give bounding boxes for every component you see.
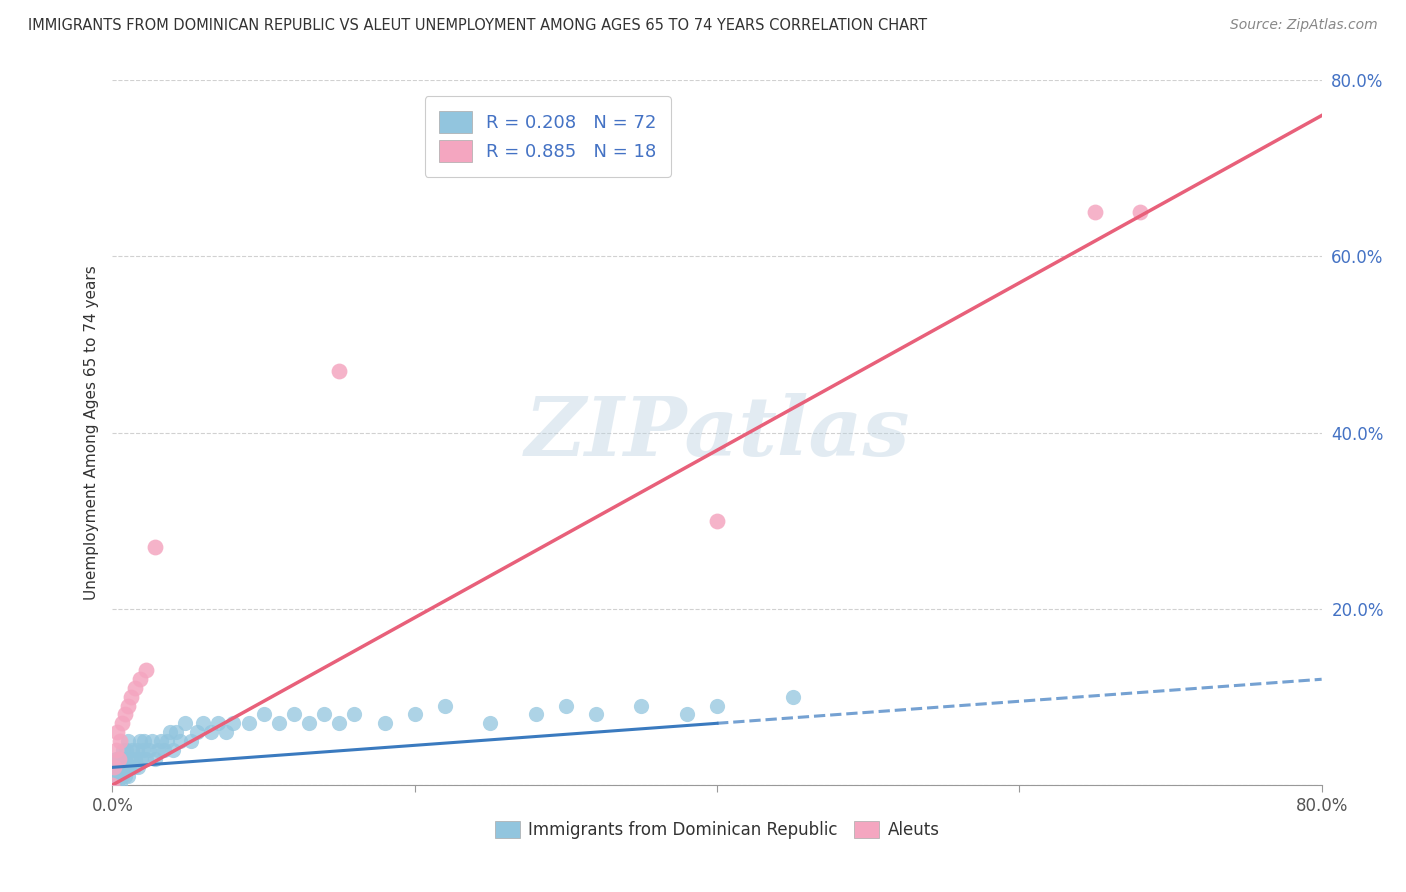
Text: ZIPatlas: ZIPatlas bbox=[524, 392, 910, 473]
Point bbox=[129, 751, 152, 765]
Point bbox=[165, 725, 187, 739]
Point bbox=[222, 716, 245, 731]
Point bbox=[107, 751, 129, 765]
Point bbox=[149, 734, 172, 748]
Point bbox=[143, 751, 166, 765]
Point bbox=[404, 707, 426, 722]
Point bbox=[156, 734, 179, 748]
Point bbox=[114, 751, 136, 765]
Point bbox=[135, 751, 157, 765]
Point bbox=[146, 742, 169, 756]
Point bbox=[328, 364, 350, 378]
Point bbox=[101, 769, 124, 783]
Point bbox=[135, 664, 157, 678]
Point bbox=[105, 725, 128, 739]
Point bbox=[524, 707, 547, 722]
Point bbox=[117, 698, 139, 713]
Point bbox=[104, 751, 127, 765]
Point bbox=[124, 681, 146, 695]
Point bbox=[267, 716, 290, 731]
Point bbox=[159, 725, 181, 739]
Point bbox=[115, 760, 138, 774]
Point bbox=[298, 716, 321, 731]
Point bbox=[706, 514, 728, 528]
Point bbox=[314, 707, 336, 722]
Point bbox=[132, 742, 155, 756]
Point bbox=[108, 734, 131, 748]
Point bbox=[114, 769, 136, 783]
Legend: Immigrants from Dominican Republic, Aleuts: Immigrants from Dominican Republic, Aleu… bbox=[486, 813, 948, 847]
Point bbox=[343, 707, 366, 722]
Point bbox=[103, 760, 125, 774]
Point bbox=[238, 716, 260, 731]
Point bbox=[112, 760, 135, 774]
Point bbox=[479, 716, 502, 731]
Point bbox=[108, 760, 131, 774]
Point bbox=[121, 742, 143, 756]
Point bbox=[328, 716, 350, 731]
Point bbox=[112, 742, 135, 756]
Point bbox=[1129, 205, 1152, 219]
Point bbox=[191, 716, 214, 731]
Point bbox=[1084, 205, 1107, 219]
Point bbox=[675, 707, 697, 722]
Point bbox=[141, 734, 163, 748]
Point bbox=[200, 725, 222, 739]
Point bbox=[138, 742, 160, 756]
Point bbox=[706, 698, 728, 713]
Point bbox=[134, 734, 156, 748]
Point bbox=[105, 760, 128, 774]
Point bbox=[585, 707, 607, 722]
Point bbox=[117, 734, 139, 748]
Point bbox=[180, 734, 202, 748]
Point bbox=[630, 698, 652, 713]
Point bbox=[108, 778, 131, 792]
Point bbox=[120, 751, 142, 765]
Point bbox=[105, 778, 128, 792]
Point bbox=[101, 778, 124, 792]
Point bbox=[115, 742, 138, 756]
Point bbox=[782, 690, 804, 704]
Point bbox=[101, 778, 124, 792]
Point bbox=[110, 751, 132, 765]
Point bbox=[153, 742, 176, 756]
Point bbox=[107, 769, 129, 783]
Point bbox=[143, 540, 166, 554]
Point bbox=[283, 707, 305, 722]
Point bbox=[554, 698, 576, 713]
Point bbox=[253, 707, 276, 722]
Point bbox=[128, 673, 150, 687]
Point bbox=[215, 725, 238, 739]
Point bbox=[117, 769, 139, 783]
Point bbox=[125, 742, 148, 756]
Point bbox=[103, 778, 125, 792]
Point bbox=[104, 769, 127, 783]
Point bbox=[127, 760, 149, 774]
Point bbox=[433, 698, 456, 713]
Point bbox=[110, 769, 132, 783]
Y-axis label: Unemployment Among Ages 65 to 74 years: Unemployment Among Ages 65 to 74 years bbox=[83, 265, 98, 600]
Point bbox=[169, 734, 191, 748]
Point bbox=[186, 725, 208, 739]
Point bbox=[207, 716, 229, 731]
Point bbox=[174, 716, 197, 731]
Point bbox=[110, 716, 132, 731]
Text: IMMIGRANTS FROM DOMINICAN REPUBLIC VS ALEUT UNEMPLOYMENT AMONG AGES 65 TO 74 YEA: IMMIGRANTS FROM DOMINICAN REPUBLIC VS AL… bbox=[28, 18, 927, 33]
Point bbox=[124, 751, 146, 765]
Point bbox=[162, 742, 184, 756]
Point bbox=[118, 760, 141, 774]
Point bbox=[374, 716, 396, 731]
Point bbox=[103, 760, 125, 774]
Point bbox=[122, 760, 145, 774]
Point bbox=[104, 742, 127, 756]
Point bbox=[128, 734, 150, 748]
Point bbox=[114, 707, 136, 722]
Text: Source: ZipAtlas.com: Source: ZipAtlas.com bbox=[1230, 18, 1378, 32]
Point bbox=[120, 690, 142, 704]
Point bbox=[107, 751, 129, 765]
